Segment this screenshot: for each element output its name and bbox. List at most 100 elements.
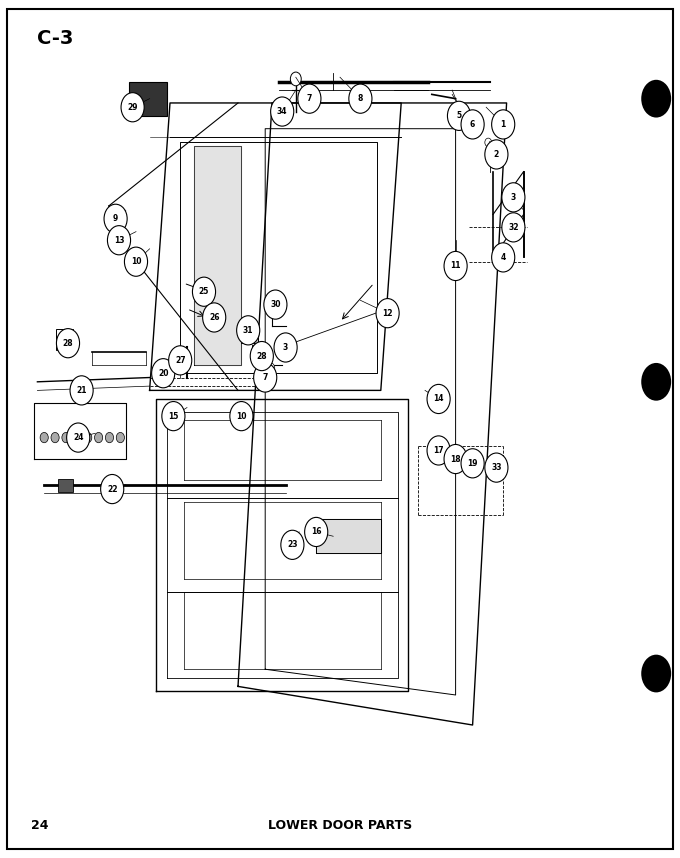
- Text: 13: 13: [114, 236, 124, 245]
- Circle shape: [230, 402, 253, 431]
- Circle shape: [444, 251, 467, 281]
- Circle shape: [485, 138, 492, 147]
- Circle shape: [70, 376, 93, 405]
- Circle shape: [641, 80, 671, 118]
- Text: 9: 9: [113, 214, 118, 223]
- Circle shape: [162, 402, 185, 431]
- Text: 24: 24: [73, 433, 84, 442]
- Circle shape: [281, 530, 304, 559]
- Circle shape: [62, 432, 70, 443]
- Text: 31: 31: [243, 326, 254, 335]
- Text: 7: 7: [262, 373, 268, 382]
- Circle shape: [349, 84, 372, 113]
- Polygon shape: [316, 519, 381, 553]
- Circle shape: [250, 341, 273, 371]
- Text: C-3: C-3: [37, 29, 73, 48]
- Circle shape: [192, 277, 216, 306]
- Circle shape: [305, 517, 328, 547]
- Text: 6: 6: [470, 120, 475, 129]
- Text: 10: 10: [236, 412, 247, 420]
- Circle shape: [641, 363, 671, 401]
- FancyBboxPatch shape: [129, 82, 167, 116]
- Text: 24: 24: [31, 819, 48, 832]
- Circle shape: [492, 243, 515, 272]
- Circle shape: [290, 72, 301, 86]
- Text: 21: 21: [76, 386, 87, 395]
- Circle shape: [121, 93, 144, 122]
- Circle shape: [73, 432, 81, 443]
- Circle shape: [376, 299, 399, 328]
- Circle shape: [203, 303, 226, 332]
- Text: 32: 32: [508, 223, 519, 232]
- Text: 15: 15: [168, 412, 179, 420]
- Text: 22: 22: [107, 485, 118, 493]
- Circle shape: [271, 97, 294, 126]
- Circle shape: [51, 432, 59, 443]
- Circle shape: [298, 84, 321, 113]
- Circle shape: [124, 247, 148, 276]
- Circle shape: [104, 204, 127, 233]
- Text: 18: 18: [450, 455, 461, 463]
- Circle shape: [485, 140, 508, 169]
- Circle shape: [254, 363, 277, 392]
- Text: LOWER DOOR PARTS: LOWER DOOR PARTS: [268, 819, 412, 832]
- Text: 26: 26: [209, 313, 220, 322]
- Circle shape: [485, 453, 508, 482]
- Text: 3: 3: [511, 193, 516, 202]
- Circle shape: [152, 359, 175, 388]
- Circle shape: [461, 449, 484, 478]
- Text: 28: 28: [63, 339, 73, 347]
- Circle shape: [169, 346, 192, 375]
- Text: 14: 14: [433, 395, 444, 403]
- Circle shape: [427, 436, 450, 465]
- Polygon shape: [194, 146, 241, 365]
- Circle shape: [237, 316, 260, 345]
- Text: 28: 28: [256, 352, 267, 360]
- Text: 4: 4: [500, 253, 506, 262]
- Text: 11: 11: [450, 262, 461, 270]
- Circle shape: [101, 474, 124, 504]
- Text: 30: 30: [270, 300, 281, 309]
- Circle shape: [641, 655, 671, 692]
- FancyBboxPatch shape: [252, 345, 267, 360]
- Text: 7: 7: [307, 94, 312, 103]
- Text: 17: 17: [433, 446, 444, 455]
- Text: 33: 33: [491, 463, 502, 472]
- Text: 1: 1: [500, 120, 506, 129]
- Text: 2: 2: [494, 150, 499, 159]
- Text: 10: 10: [131, 257, 141, 266]
- Circle shape: [502, 213, 525, 242]
- Circle shape: [447, 101, 471, 130]
- Circle shape: [40, 432, 48, 443]
- Text: 20: 20: [158, 369, 169, 378]
- Circle shape: [56, 329, 80, 358]
- Circle shape: [264, 290, 287, 319]
- FancyBboxPatch shape: [241, 324, 258, 343]
- Circle shape: [444, 444, 467, 474]
- Circle shape: [502, 183, 525, 212]
- FancyBboxPatch shape: [56, 329, 73, 350]
- Text: 5: 5: [456, 112, 462, 120]
- Text: 25: 25: [199, 287, 209, 296]
- Text: 23: 23: [287, 541, 298, 549]
- Circle shape: [461, 110, 484, 139]
- Text: 34: 34: [277, 107, 288, 116]
- FancyBboxPatch shape: [58, 479, 73, 492]
- Circle shape: [107, 226, 131, 255]
- Text: 27: 27: [175, 356, 186, 365]
- Circle shape: [267, 363, 275, 373]
- Circle shape: [67, 423, 90, 452]
- Circle shape: [105, 432, 114, 443]
- Circle shape: [427, 384, 450, 414]
- Text: 8: 8: [358, 94, 363, 103]
- Text: 3: 3: [283, 343, 288, 352]
- Text: 29: 29: [127, 103, 138, 112]
- Text: 16: 16: [311, 528, 322, 536]
- Circle shape: [492, 110, 515, 139]
- Circle shape: [95, 432, 103, 443]
- Circle shape: [116, 432, 124, 443]
- Text: 19: 19: [467, 459, 478, 468]
- Circle shape: [274, 333, 297, 362]
- Circle shape: [84, 432, 92, 443]
- Text: 12: 12: [382, 309, 393, 317]
